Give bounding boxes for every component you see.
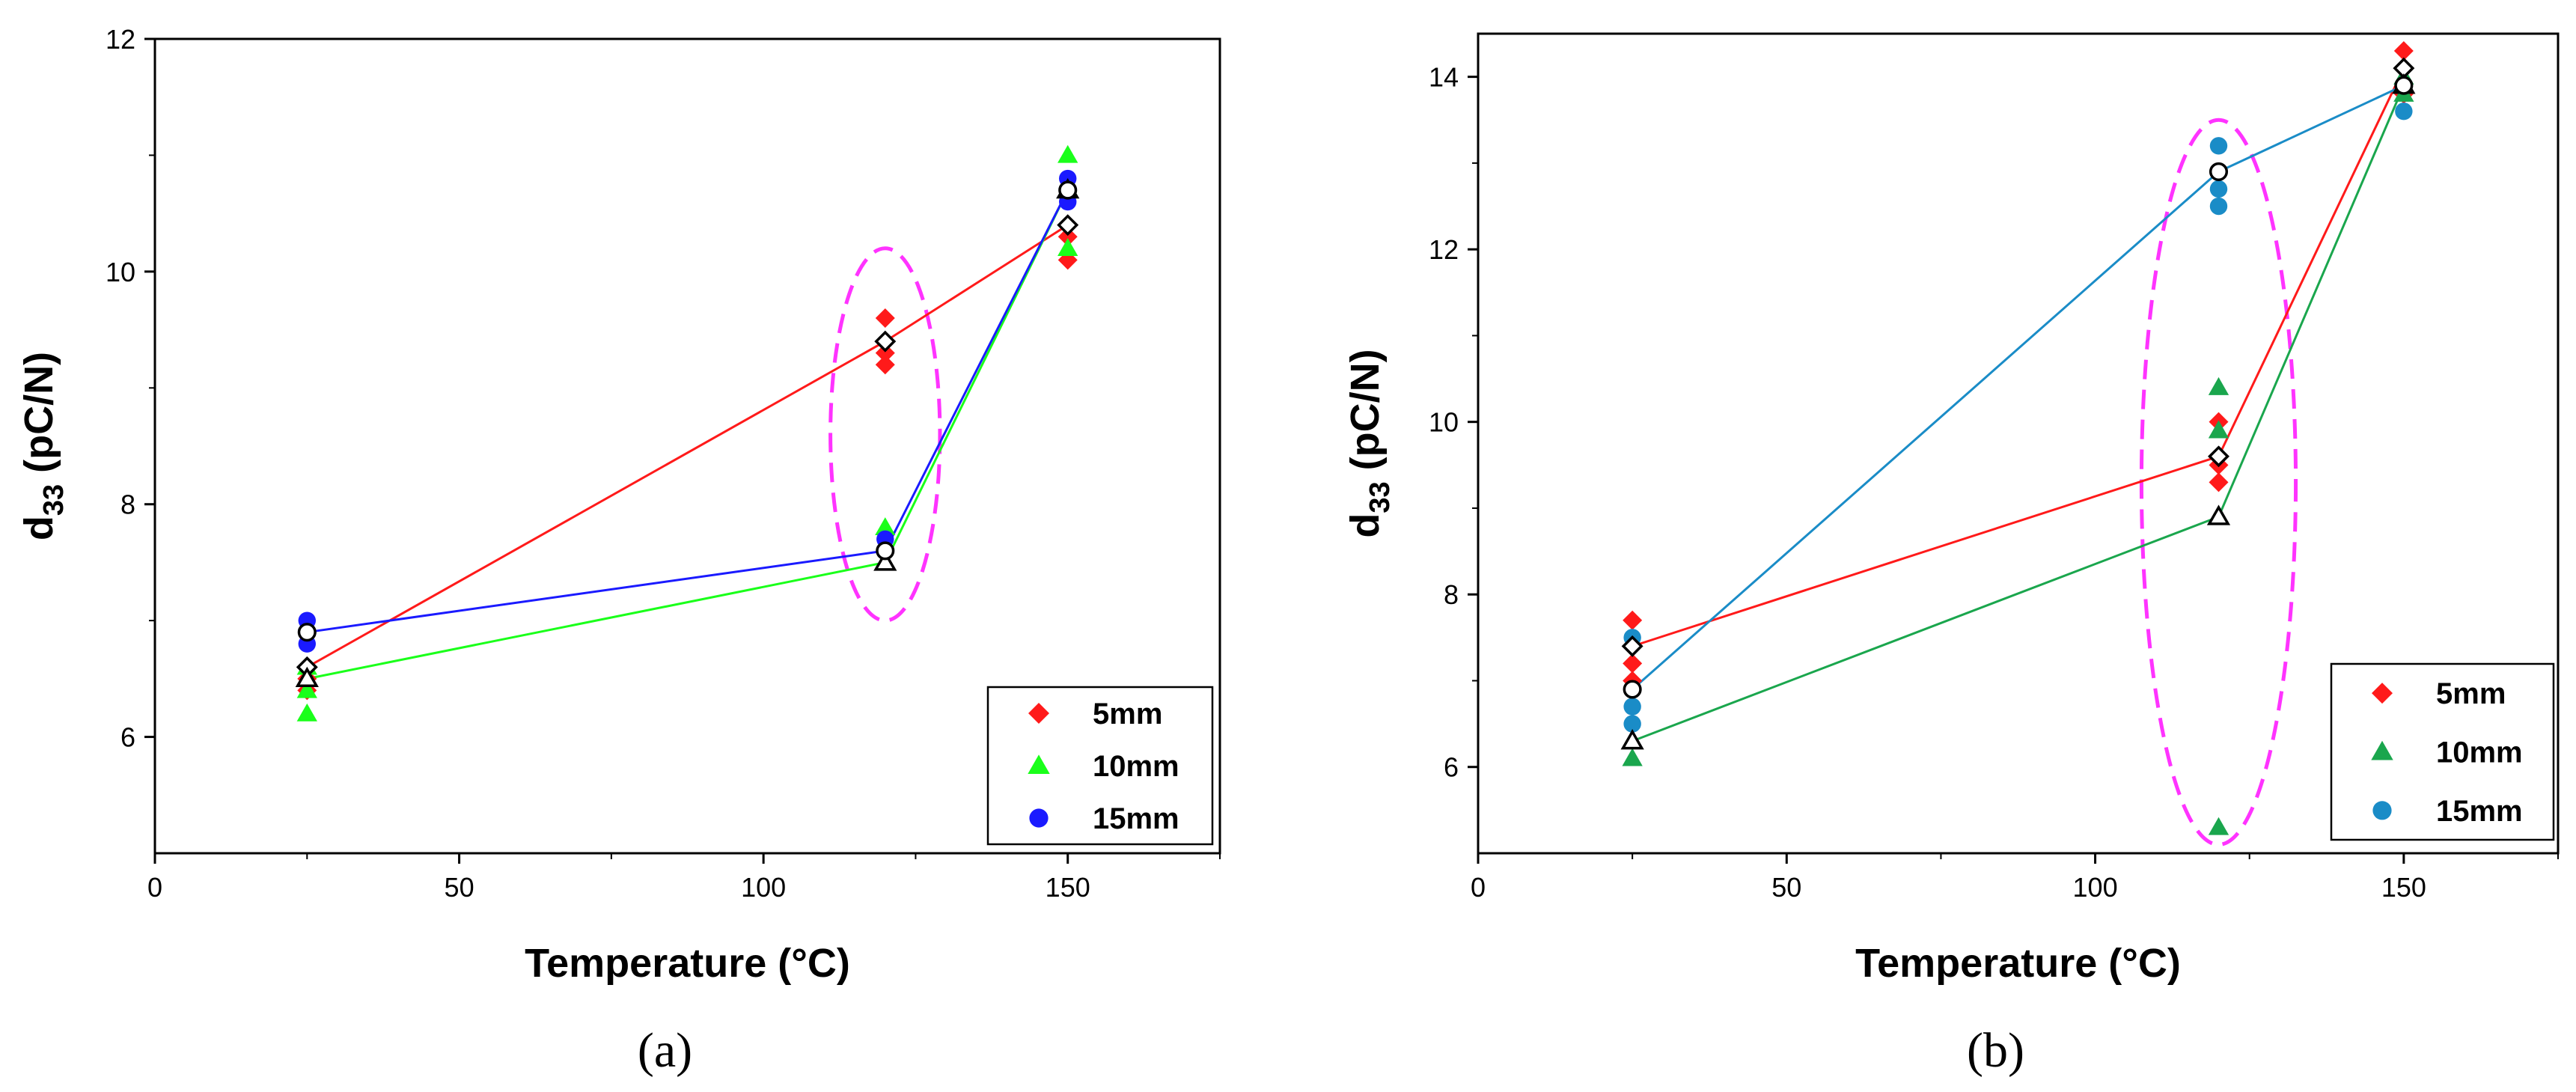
x-tick-label: 0 xyxy=(147,872,162,903)
data-point-5mm xyxy=(875,308,895,329)
data-point-5mm xyxy=(1623,653,1643,674)
legend-marker-10mm xyxy=(1028,754,1050,775)
data-point-15mm xyxy=(2395,103,2413,121)
y-axis-title-sub: 33 xyxy=(1364,481,1396,513)
data-point-15mm xyxy=(1623,715,1641,733)
x-tick-label: 150 xyxy=(2381,872,2426,903)
series-line-15mm xyxy=(307,189,1069,634)
mean-point-10mm xyxy=(873,550,897,571)
mean-point-15mm xyxy=(2394,76,2414,95)
y-tick-label: 6 xyxy=(120,722,135,753)
mean-point-5mm xyxy=(874,330,897,353)
y-tick-label: 8 xyxy=(1444,579,1459,610)
mean-point-15mm xyxy=(876,541,895,561)
y-axis-title-unit: (pC/N) xyxy=(16,352,61,484)
mean-point-5mm xyxy=(2208,445,2229,468)
y-tick-label: 10 xyxy=(106,257,135,287)
legend-marker-15mm xyxy=(1029,808,1049,828)
mean-point-10mm xyxy=(2206,504,2231,525)
y-tick-label: 6 xyxy=(1444,752,1459,783)
legend-marker-5mm xyxy=(1028,703,1049,724)
mean-point-10mm xyxy=(1620,729,1644,750)
series-line-10mm xyxy=(306,189,1069,680)
mean-point-15mm xyxy=(1623,680,1642,699)
data-point-10mm xyxy=(875,517,896,536)
y-axis-title: d33 (pC/N) xyxy=(1343,349,1396,537)
panel-label: (b) xyxy=(1967,1023,2024,1078)
mean-point-5mm xyxy=(1057,214,1079,237)
data-point-10mm xyxy=(1622,748,1643,766)
x-axis-title: Temperature (°C) xyxy=(1855,941,2181,986)
legend: 5mm 10mm 15mm xyxy=(986,686,1214,846)
data-point-15mm xyxy=(2209,137,2228,155)
data-point-10mm xyxy=(2208,817,2229,835)
legend-marker-5mm xyxy=(2372,683,2393,704)
legend-box xyxy=(2330,662,2555,841)
mean-point-15mm xyxy=(2209,162,2229,181)
y-tick-label: 8 xyxy=(120,489,135,520)
data-point-5mm xyxy=(1057,227,1078,247)
mean-point-15mm xyxy=(1058,180,1078,200)
legend-label: 10mm xyxy=(2436,736,2523,769)
data-point-5mm xyxy=(1623,610,1643,630)
panel-label: (a) xyxy=(638,1023,692,1078)
y-tick-label: 12 xyxy=(1429,234,1459,265)
data-point-5mm xyxy=(875,343,895,363)
data-point-5mm xyxy=(2209,472,2229,492)
series-line-15mm xyxy=(1632,84,2405,691)
plot-frame xyxy=(1477,32,2560,855)
x-tick-label: 100 xyxy=(2073,872,2118,903)
series-line-5mm xyxy=(306,224,1069,668)
data-point-10mm xyxy=(296,680,317,698)
data-point-10mm xyxy=(1057,238,1078,257)
legend: 5mm 10mm 15mm xyxy=(2330,662,2555,841)
y-axis-title-sub: 33 xyxy=(38,484,70,516)
legend-marker-10mm xyxy=(2371,740,2393,760)
data-point-10mm xyxy=(296,703,317,722)
data-point-5mm xyxy=(875,355,895,375)
chart-panel-a: 0 50 100 150 6 8 10 12 Temperature (°C) d33 (pC/N… xyxy=(16,24,1221,1078)
mean-point-10mm xyxy=(295,666,319,688)
x-tick-label: 50 xyxy=(445,872,474,903)
data-point-10mm xyxy=(2208,376,2229,395)
x-tick-label: 150 xyxy=(1046,872,1090,903)
x-tick-label: 0 xyxy=(1471,872,1486,903)
legend-label: 15mm xyxy=(1093,802,1179,835)
data-point-5mm xyxy=(2393,41,2414,61)
legend-label: 15mm xyxy=(2436,795,2523,828)
legend-label: 5mm xyxy=(2436,677,2506,710)
data-point-15mm xyxy=(1623,698,1641,716)
x-tick-label: 100 xyxy=(741,872,786,903)
highlight-ellipse xyxy=(828,246,942,623)
y-axis-title: d33 (pC/N) xyxy=(16,352,70,540)
y-tick-label: 12 xyxy=(106,24,135,55)
mean-point-15mm xyxy=(297,623,317,642)
y-tick-label: 10 xyxy=(1429,407,1459,438)
data-point-15mm xyxy=(2209,197,2228,216)
data-point-15mm xyxy=(2209,180,2228,198)
legend-marker-15mm xyxy=(2372,801,2392,820)
y-tick-label: 14 xyxy=(1429,62,1459,93)
chart-panel-b: 0 50 100 150 6 8 10 12 14 Temperature (°C) d33 (pC… xyxy=(1343,32,2560,1078)
y-axis-title-main: d xyxy=(16,516,61,540)
x-axis-title: Temperature (°C) xyxy=(525,941,850,986)
legend-box xyxy=(986,686,1214,846)
data-point-10mm xyxy=(2208,420,2229,439)
data-point-10mm xyxy=(1057,144,1078,163)
y-axis-title-unit: (pC/N) xyxy=(1343,349,1388,481)
legend-label: 10mm xyxy=(1093,750,1179,783)
y-axis-title-main: d xyxy=(1343,513,1388,538)
legend-label: 5mm xyxy=(1093,698,1162,730)
mean-point-5mm xyxy=(1621,635,1643,657)
plot-frame xyxy=(153,37,1221,855)
x-tick-label: 50 xyxy=(1771,872,1801,903)
